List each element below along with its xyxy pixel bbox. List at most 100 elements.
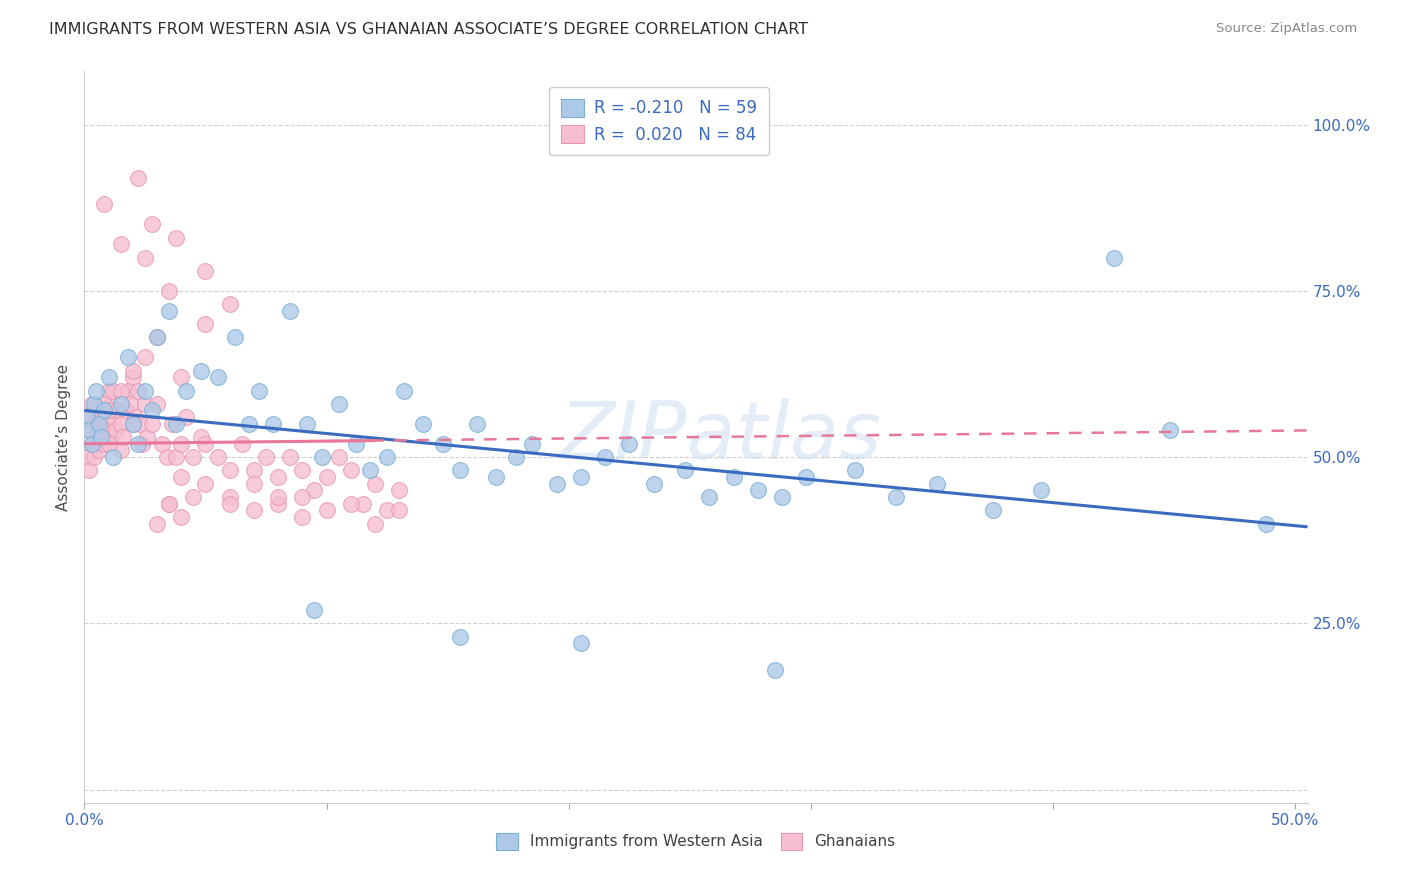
Point xyxy=(981,503,1004,517)
Point xyxy=(121,417,143,431)
Point xyxy=(218,297,240,311)
Point xyxy=(884,490,907,504)
Point xyxy=(328,397,350,411)
Point xyxy=(134,384,156,398)
Text: ZIPatlas: ZIPatlas xyxy=(560,398,882,476)
Point xyxy=(165,230,187,244)
Point xyxy=(77,463,100,477)
Point xyxy=(643,476,665,491)
Y-axis label: Associate’s Degree: Associate’s Degree xyxy=(56,364,72,510)
Point xyxy=(121,363,143,377)
Point xyxy=(127,170,149,185)
Point xyxy=(262,417,284,431)
Point xyxy=(770,490,793,504)
Point xyxy=(1029,483,1052,498)
Point xyxy=(170,509,193,524)
Point xyxy=(93,403,115,417)
Point xyxy=(254,450,277,464)
Point xyxy=(87,417,110,431)
Point xyxy=(267,490,290,504)
Point xyxy=(190,430,212,444)
Point xyxy=(569,470,592,484)
Point xyxy=(157,497,180,511)
Point xyxy=(83,450,105,464)
Point xyxy=(194,264,217,278)
Point xyxy=(218,463,240,477)
Point xyxy=(278,450,301,464)
Point xyxy=(449,630,471,644)
Point xyxy=(93,403,115,417)
Point xyxy=(77,424,100,438)
Point xyxy=(83,417,105,431)
Point xyxy=(97,417,120,431)
Point xyxy=(136,430,159,444)
Point xyxy=(673,463,696,477)
Point xyxy=(110,417,132,431)
Point xyxy=(546,476,568,491)
Point xyxy=(97,384,120,398)
Point xyxy=(238,417,260,431)
Point xyxy=(375,503,398,517)
Point xyxy=(121,417,143,431)
Point xyxy=(87,443,110,458)
Point xyxy=(247,384,270,398)
Point xyxy=(304,603,326,617)
Point xyxy=(93,197,115,211)
Point xyxy=(522,436,544,450)
Point xyxy=(110,443,132,458)
Point xyxy=(224,330,246,344)
Point xyxy=(218,490,240,504)
Point xyxy=(124,410,146,425)
Point xyxy=(243,476,266,491)
Point xyxy=(1159,424,1181,438)
Point xyxy=(352,497,374,511)
Point xyxy=(723,470,745,484)
Point xyxy=(100,430,122,444)
Point xyxy=(80,397,103,411)
Point xyxy=(315,503,337,517)
Point xyxy=(146,516,169,531)
Point xyxy=(104,424,127,438)
Point xyxy=(231,436,253,450)
Point xyxy=(141,417,163,431)
Point xyxy=(110,237,132,252)
Point xyxy=(593,450,616,464)
Point xyxy=(86,403,108,417)
Point xyxy=(170,370,193,384)
Point xyxy=(1102,251,1125,265)
Point xyxy=(388,503,411,517)
Point xyxy=(243,463,266,477)
Point xyxy=(146,330,169,344)
Point xyxy=(120,397,142,411)
Point xyxy=(103,450,125,464)
Point xyxy=(170,470,193,484)
Point xyxy=(76,450,98,464)
Point xyxy=(174,384,197,398)
Point xyxy=(86,430,108,444)
Point xyxy=(93,436,115,450)
Point xyxy=(291,463,314,477)
Point xyxy=(160,417,183,431)
Point xyxy=(90,410,112,425)
Point xyxy=(619,436,641,450)
Point xyxy=(110,384,132,398)
Point xyxy=(207,370,229,384)
Point xyxy=(1256,516,1278,531)
Point xyxy=(174,410,197,425)
Point xyxy=(110,397,132,411)
Point xyxy=(183,450,205,464)
Point xyxy=(93,397,115,411)
Point xyxy=(80,436,103,450)
Point xyxy=(103,410,125,425)
Point xyxy=(925,476,948,491)
Point xyxy=(146,330,169,344)
Point xyxy=(86,430,108,444)
Point xyxy=(103,384,125,398)
Point xyxy=(127,436,149,450)
Point xyxy=(170,436,193,450)
Point xyxy=(131,436,153,450)
Point xyxy=(291,509,314,524)
Point xyxy=(194,476,217,491)
Point xyxy=(747,483,769,498)
Point xyxy=(304,483,326,498)
